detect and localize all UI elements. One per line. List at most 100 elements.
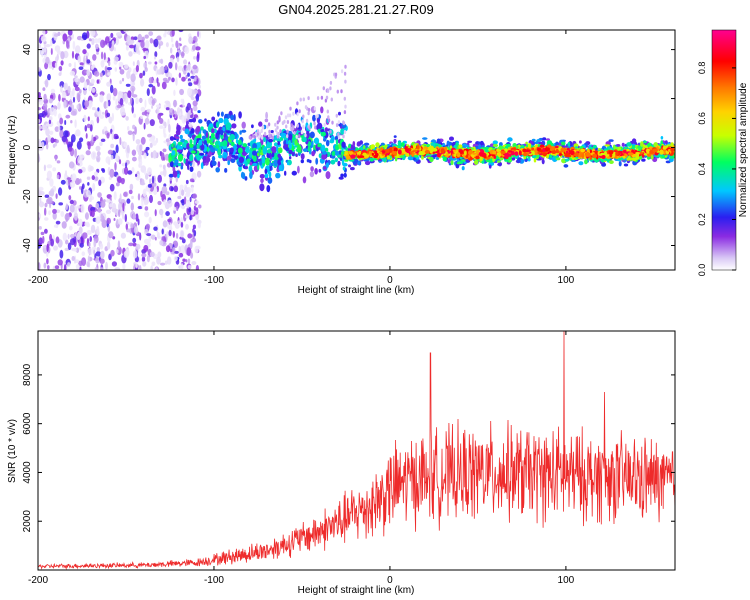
spectrogram-cell bbox=[68, 176, 70, 186]
spectrogram-cell bbox=[83, 114, 87, 122]
spectrogram-cell bbox=[226, 122, 232, 130]
spectrogram-cell bbox=[144, 67, 148, 72]
spectrogram-cell bbox=[52, 208, 57, 214]
snr-series-line bbox=[38, 331, 675, 570]
spectrogram-cell bbox=[197, 221, 201, 229]
spectrogram-cell bbox=[156, 107, 160, 115]
spectrogram-cell bbox=[106, 93, 112, 102]
spectrogram-cell bbox=[337, 160, 341, 167]
spectrogram-cell bbox=[46, 170, 53, 180]
spectrogram-cell bbox=[479, 156, 483, 162]
spectrogram-cell bbox=[73, 212, 78, 221]
spectrogram-cell bbox=[500, 150, 506, 155]
spectrogram-frame bbox=[37, 29, 676, 271]
spectrogram-ytick-label: -40 bbox=[22, 238, 33, 253]
spectrogram-cell bbox=[149, 38, 154, 44]
spectrogram-cell bbox=[233, 114, 236, 122]
spectrogram-cell bbox=[81, 183, 85, 190]
spectrogram-cell bbox=[188, 123, 193, 128]
spectrogram-cell bbox=[285, 138, 289, 145]
spectrogram-cell bbox=[140, 106, 146, 112]
spectrogram-cell bbox=[100, 51, 104, 60]
spectrogram-cell bbox=[224, 168, 228, 173]
spectrogram-cell bbox=[340, 173, 344, 178]
spectrogram-cell bbox=[538, 142, 544, 145]
spectrogram-cell bbox=[165, 245, 171, 253]
spectrogram-cell bbox=[608, 139, 614, 142]
spectrogram-cell bbox=[162, 148, 167, 153]
spectrogram-cell bbox=[333, 72, 336, 77]
spectrogram-cell bbox=[88, 85, 91, 92]
spectrogram-cell bbox=[94, 267, 98, 270]
spectrogram-cell bbox=[141, 253, 147, 258]
spectrogram-cell bbox=[478, 144, 482, 150]
spectrogram-cell bbox=[163, 126, 166, 136]
spectrogram-cell bbox=[140, 115, 143, 120]
spectrogram-cell bbox=[50, 137, 55, 144]
spectrogram-cell bbox=[194, 200, 200, 204]
spectrogram-cell bbox=[560, 147, 566, 153]
spectrogram-cell bbox=[165, 138, 170, 143]
spectrogram-cell bbox=[662, 145, 667, 150]
spectrogram-cell bbox=[156, 232, 160, 239]
spectrogram-cell bbox=[285, 124, 288, 129]
spectrogram-cell bbox=[128, 51, 133, 57]
spectrogram-cell bbox=[491, 153, 496, 157]
spectrogram-cell bbox=[139, 72, 143, 79]
spectrogram-cell bbox=[440, 148, 445, 154]
spectrogram-cell bbox=[507, 150, 513, 153]
spectrogram-cell bbox=[416, 144, 420, 150]
spectrogram-cell bbox=[135, 213, 139, 222]
spectrogram-cell bbox=[103, 199, 106, 203]
spectrogram-cell bbox=[61, 135, 68, 142]
spectrogram-cell bbox=[42, 245, 48, 249]
spectrogram-cell bbox=[168, 76, 171, 81]
spectrogram-cell bbox=[187, 111, 191, 121]
spectrogram-cell bbox=[337, 132, 340, 137]
spectrogram-cell bbox=[99, 94, 104, 103]
spectrogram-cell bbox=[142, 47, 148, 52]
spectrogram-cell bbox=[126, 70, 131, 80]
spectrogram-cell bbox=[151, 105, 154, 109]
spectrogram-cell bbox=[129, 39, 135, 44]
spectrogram-cell bbox=[237, 147, 243, 154]
spectrogram-cell bbox=[184, 46, 190, 54]
spectrogram-cell bbox=[189, 153, 194, 162]
spectrogram-cell bbox=[277, 132, 280, 136]
spectrogram-cell bbox=[613, 146, 619, 150]
spectrogram-cell bbox=[75, 247, 80, 253]
spectrogram-cell bbox=[606, 156, 611, 159]
spectrogram-cell bbox=[450, 160, 454, 166]
spectrogram-cell bbox=[50, 88, 56, 94]
spectrogram-cell bbox=[167, 256, 172, 265]
spectrogram-cell bbox=[74, 75, 78, 79]
spectrogram-cell bbox=[126, 144, 130, 154]
snr-marks bbox=[38, 331, 675, 570]
spectrogram-cell bbox=[190, 107, 193, 114]
spectrogram-cell bbox=[45, 128, 50, 136]
spectrogram-cell bbox=[116, 32, 122, 37]
spectrogram-cell bbox=[187, 63, 191, 72]
spectrogram-cell bbox=[302, 97, 305, 102]
spectrogram-cell bbox=[150, 234, 156, 240]
spectrogram-cell bbox=[96, 151, 101, 157]
spectrogram-cell bbox=[288, 113, 292, 118]
spectrogram-cell bbox=[144, 149, 148, 153]
spectrogram-cell bbox=[132, 61, 135, 66]
spectrogram-cell bbox=[284, 170, 287, 176]
spectrogram-cell bbox=[145, 173, 149, 180]
spectrogram-cell bbox=[59, 249, 64, 259]
spectrogram-cell bbox=[95, 202, 100, 209]
spectrogram-cell bbox=[57, 101, 61, 110]
spectrogram-cell bbox=[231, 123, 237, 129]
spectrogram-cell bbox=[78, 226, 83, 234]
colorbar-label: Normalized spectral amplitude bbox=[738, 82, 749, 217]
spectrogram-cell bbox=[166, 231, 170, 238]
spectrogram-cell bbox=[123, 94, 126, 102]
spectrogram-cell bbox=[134, 126, 137, 135]
spectrogram-cell bbox=[92, 54, 97, 61]
spectrogram-cell bbox=[180, 165, 184, 170]
spectrogram-cell bbox=[93, 38, 99, 44]
spectrogram-cell bbox=[86, 190, 91, 198]
spectrogram-cell bbox=[180, 162, 184, 167]
